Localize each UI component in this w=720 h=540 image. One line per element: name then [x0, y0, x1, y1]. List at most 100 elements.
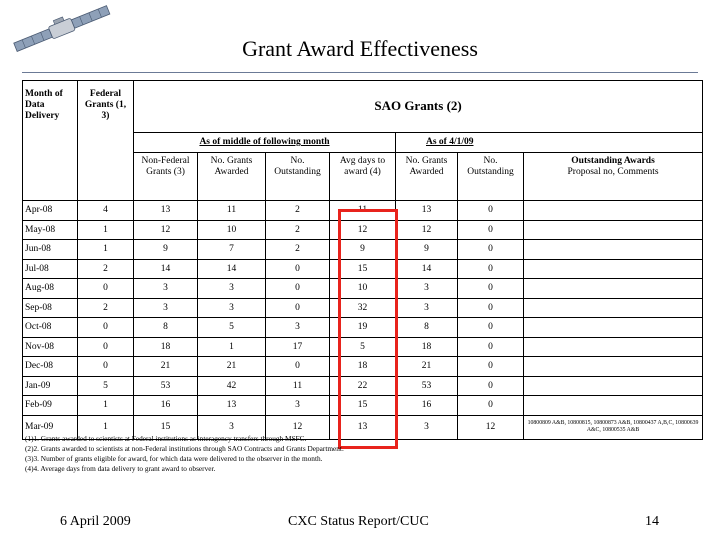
header-outstanding-asof: No. Outstanding — [457, 152, 524, 201]
outstanding-awards-title: Outstanding Awards — [571, 156, 655, 166]
cell-month: Nov-08 — [22, 336, 78, 357]
footer-title: CXC Status Report/CUC — [288, 514, 429, 529]
table-row: Sep-08 2 3 3 0 32 3 0 — [22, 297, 704, 318]
cell-month: Mar-09 — [22, 414, 78, 440]
cell-non-federal: 8 — [133, 317, 198, 338]
cell-outstanding-asof: 12 — [457, 414, 524, 440]
cell-non-federal: 16 — [133, 395, 198, 416]
cell-outstanding: 0 — [265, 278, 330, 299]
header-outstanding-awards: Outstanding Awards Proposal no, Comments — [522, 152, 704, 201]
cell-awarded: 42 — [197, 375, 266, 396]
table-row: Jun-08 1 9 7 2 9 9 0 — [22, 239, 704, 260]
cell-non-federal: 15 — [133, 414, 198, 440]
cell-non-federal: 18 — [133, 336, 198, 357]
cell-outstanding: 11 — [265, 375, 330, 396]
cell-outstanding-asof: 0 — [457, 239, 524, 260]
cell-outstanding-asof: 0 — [457, 297, 524, 318]
cell-outstanding: 12 — [265, 414, 330, 440]
cell-comment — [522, 219, 704, 240]
cell-federal: 1 — [77, 414, 134, 440]
cell-awarded-asof: 3 — [395, 414, 458, 440]
cell-federal: 0 — [77, 317, 134, 338]
cell-awarded-asof: 18 — [395, 336, 458, 357]
cell-awarded: 13 — [197, 395, 266, 416]
satellite-logo — [8, 4, 116, 54]
cell-awarded: 5 — [197, 317, 266, 338]
cell-outstanding-asof: 0 — [457, 395, 524, 416]
cell-comment — [522, 239, 704, 260]
cell-outstanding: 2 — [265, 239, 330, 260]
cell-comment — [522, 375, 704, 396]
cell-non-federal: 9 — [133, 239, 198, 260]
cell-awarded: 21 — [197, 356, 266, 377]
table-row: Mar-09 1 15 3 12 13 3 12 10800809 A&B, 10800815,… — [22, 414, 704, 440]
cell-outstanding: 2 — [265, 219, 330, 240]
cell-non-federal: 3 — [133, 297, 198, 318]
cell-awarded-asof: 21 — [395, 356, 458, 377]
cell-outstanding-asof: 0 — [457, 278, 524, 299]
cell-awarded-asof: 8 — [395, 317, 458, 338]
cell-month: Oct-08 — [22, 317, 78, 338]
cell-awarded-asof: 13 — [395, 200, 458, 221]
cell-month: Jan-09 — [22, 375, 78, 396]
cell-outstanding: 2 — [265, 200, 330, 221]
footnotes: (1)1. Grants awarded to scientists at Fe… — [25, 434, 344, 474]
cell-month: Aug-08 — [22, 278, 78, 299]
cell-outstanding-asof: 0 — [457, 258, 524, 279]
cell-comment — [522, 200, 704, 221]
page-number: 14 — [645, 514, 659, 529]
table-row: May-08 1 12 10 2 12 12 0 — [22, 219, 704, 240]
cell-federal: 2 — [77, 297, 134, 318]
cell-federal: 1 — [77, 219, 134, 240]
cell-non-federal: 21 — [133, 356, 198, 377]
header-grants-awarded-asof: No. Grants Awarded — [395, 152, 458, 201]
cell-federal: 5 — [77, 375, 134, 396]
footnote: (1)1. Grants awarded to scientists at Fe… — [25, 434, 307, 443]
cell-outstanding: 3 — [265, 395, 330, 416]
cell-awarded: 11 — [197, 200, 266, 221]
slide-title: Grant Award Effectiveness — [242, 36, 478, 61]
grants-table: Month of Data Delivery Federal Grants (1… — [22, 80, 704, 440]
header-sao-grants: SAO Grants (2) — [132, 80, 704, 133]
cell-outstanding-asof: 0 — [457, 336, 524, 357]
header-middle-following-month: As of middle of following month — [133, 132, 396, 153]
cell-outstanding: 0 — [265, 258, 330, 279]
cell-month: Apr-08 — [22, 200, 78, 221]
cell-outstanding: 0 — [265, 356, 330, 377]
cell-month: Jun-08 — [22, 239, 78, 260]
header-avg-days: Avg days to award (4) — [329, 152, 396, 201]
cell-non-federal: 3 — [133, 278, 198, 299]
cell-federal: 0 — [77, 336, 134, 357]
cell-awarded-asof: 16 — [395, 395, 458, 416]
header-month: Month of Data Delivery — [22, 80, 78, 201]
cell-comment — [522, 278, 704, 299]
cell-month: Feb-09 — [22, 395, 78, 416]
footnote: (3)3. Number of grants eligible for awar… — [25, 454, 323, 464]
table-row: Jan-09 5 53 42 11 22 53 0 — [22, 375, 704, 396]
footnote: (2)2. Grants awarded to scientists at no… — [25, 444, 344, 454]
cell-awarded: 14 — [197, 258, 266, 279]
header-grants-awarded: No. Grants Awarded — [197, 152, 266, 201]
cell-outstanding: 17 — [265, 336, 330, 357]
header-as-of-date: As of 4/1/09 — [394, 132, 704, 153]
cell-outstanding-asof: 0 — [457, 375, 524, 396]
cell-awarded-asof: 12 — [395, 219, 458, 240]
cell-non-federal: 13 — [133, 200, 198, 221]
cell-awarded: 3 — [197, 414, 266, 440]
cell-month: Sep-08 — [22, 297, 78, 318]
cell-awarded-asof: 3 — [395, 278, 458, 299]
cell-federal: 0 — [77, 278, 134, 299]
cell-comment: 10800809 A&B, 10800815, 10800873 A&B, 10… — [522, 414, 704, 440]
cell-non-federal: 53 — [133, 375, 198, 396]
outstanding-awards-subtitle: Proposal no, Comments — [567, 166, 659, 177]
table-row: Jul-08 2 14 14 0 15 14 0 — [22, 258, 704, 279]
cell-federal: 1 — [77, 395, 134, 416]
cell-awarded-asof: 14 — [395, 258, 458, 279]
cell-federal: 4 — [77, 200, 134, 221]
cell-non-federal: 14 — [133, 258, 198, 279]
title-divider — [22, 72, 698, 73]
cell-awarded-asof: 9 — [395, 239, 458, 260]
cell-non-federal: 12 — [133, 219, 198, 240]
cell-awarded: 10 — [197, 219, 266, 240]
table-row: Oct-08 0 8 5 3 19 8 0 — [22, 317, 704, 338]
